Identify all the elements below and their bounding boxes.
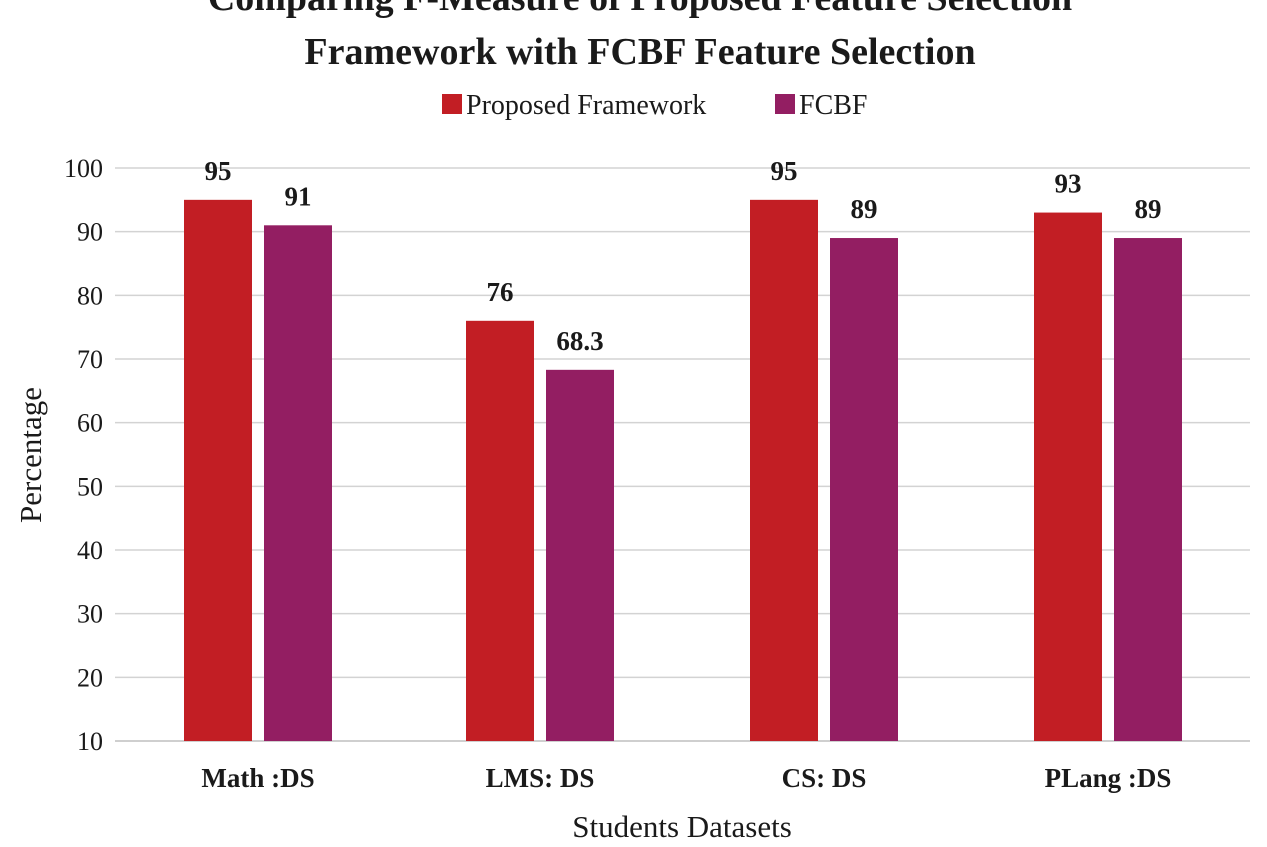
y-tick-label-10: 10 xyxy=(77,727,103,756)
legend-swatch-fcbf xyxy=(775,94,795,114)
bar-proposed-framework-3 xyxy=(750,199,818,742)
x-category-label-1: Math :DS xyxy=(201,763,314,793)
bar-proposed-framework-2 xyxy=(466,320,534,741)
bar-fcbf-4 xyxy=(1114,238,1182,742)
bar-fcbf-1 xyxy=(264,225,332,742)
bar-fcbf-2 xyxy=(546,369,614,741)
chart-title-line-2: Framework with FCBF Feature Selection xyxy=(304,31,975,73)
data-label-fcbf-1: 91 xyxy=(285,181,312,211)
y-tick-label-50: 50 xyxy=(77,472,103,501)
legend-label-proposed-framework: Proposed Framework xyxy=(466,90,706,121)
x-axis-label: Students Datasets xyxy=(572,809,792,844)
y-tick-label-30: 30 xyxy=(77,600,103,629)
data-label-fcbf-2: 68.3 xyxy=(556,326,603,356)
x-category-label-3: CS: DS xyxy=(782,763,867,793)
legend-swatch-proposed-framework xyxy=(442,94,462,114)
data-label-fcbf-3: 89 xyxy=(851,194,878,224)
y-tick-label-40: 40 xyxy=(77,536,103,565)
y-axis-label: Percentage xyxy=(13,387,48,523)
y-axis-ticks: 10 20 30 40 50 60 70 80 90 100 xyxy=(64,154,103,756)
bar-proposed-framework-1 xyxy=(184,199,252,742)
y-tick-label-60: 60 xyxy=(77,409,103,438)
y-tick-label-80: 80 xyxy=(77,281,103,310)
y-tick-label-70: 70 xyxy=(77,345,103,374)
data-label-proposed-framework-2: 76 xyxy=(487,277,514,307)
legend: Proposed Framework FCBF xyxy=(442,90,868,121)
bars xyxy=(184,199,1182,742)
y-tick-label-90: 90 xyxy=(77,218,103,247)
bar-proposed-framework-4 xyxy=(1034,212,1102,742)
x-axis-categories: Math :DS LMS: DS CS: DS PLang :DS xyxy=(201,763,1171,793)
legend-label-fcbf: FCBF xyxy=(799,90,868,121)
x-category-label-2: LMS: DS xyxy=(486,763,595,793)
y-tick-label-100: 100 xyxy=(64,154,103,183)
bar-fcbf-3 xyxy=(830,238,898,742)
data-labels: 95 91 76 68.3 95 89 93 89 xyxy=(205,156,1162,356)
y-tick-label-20: 20 xyxy=(77,663,103,692)
data-label-proposed-framework-1: 95 xyxy=(205,156,232,186)
x-category-label-4: PLang :DS xyxy=(1045,763,1172,793)
data-label-fcbf-4: 89 xyxy=(1135,194,1162,224)
data-label-proposed-framework-4: 93 xyxy=(1055,169,1082,199)
data-label-proposed-framework-3: 95 xyxy=(771,156,798,186)
chart-title-line-1: Comparing F-Measure of Proposed Feature … xyxy=(208,0,1072,19)
